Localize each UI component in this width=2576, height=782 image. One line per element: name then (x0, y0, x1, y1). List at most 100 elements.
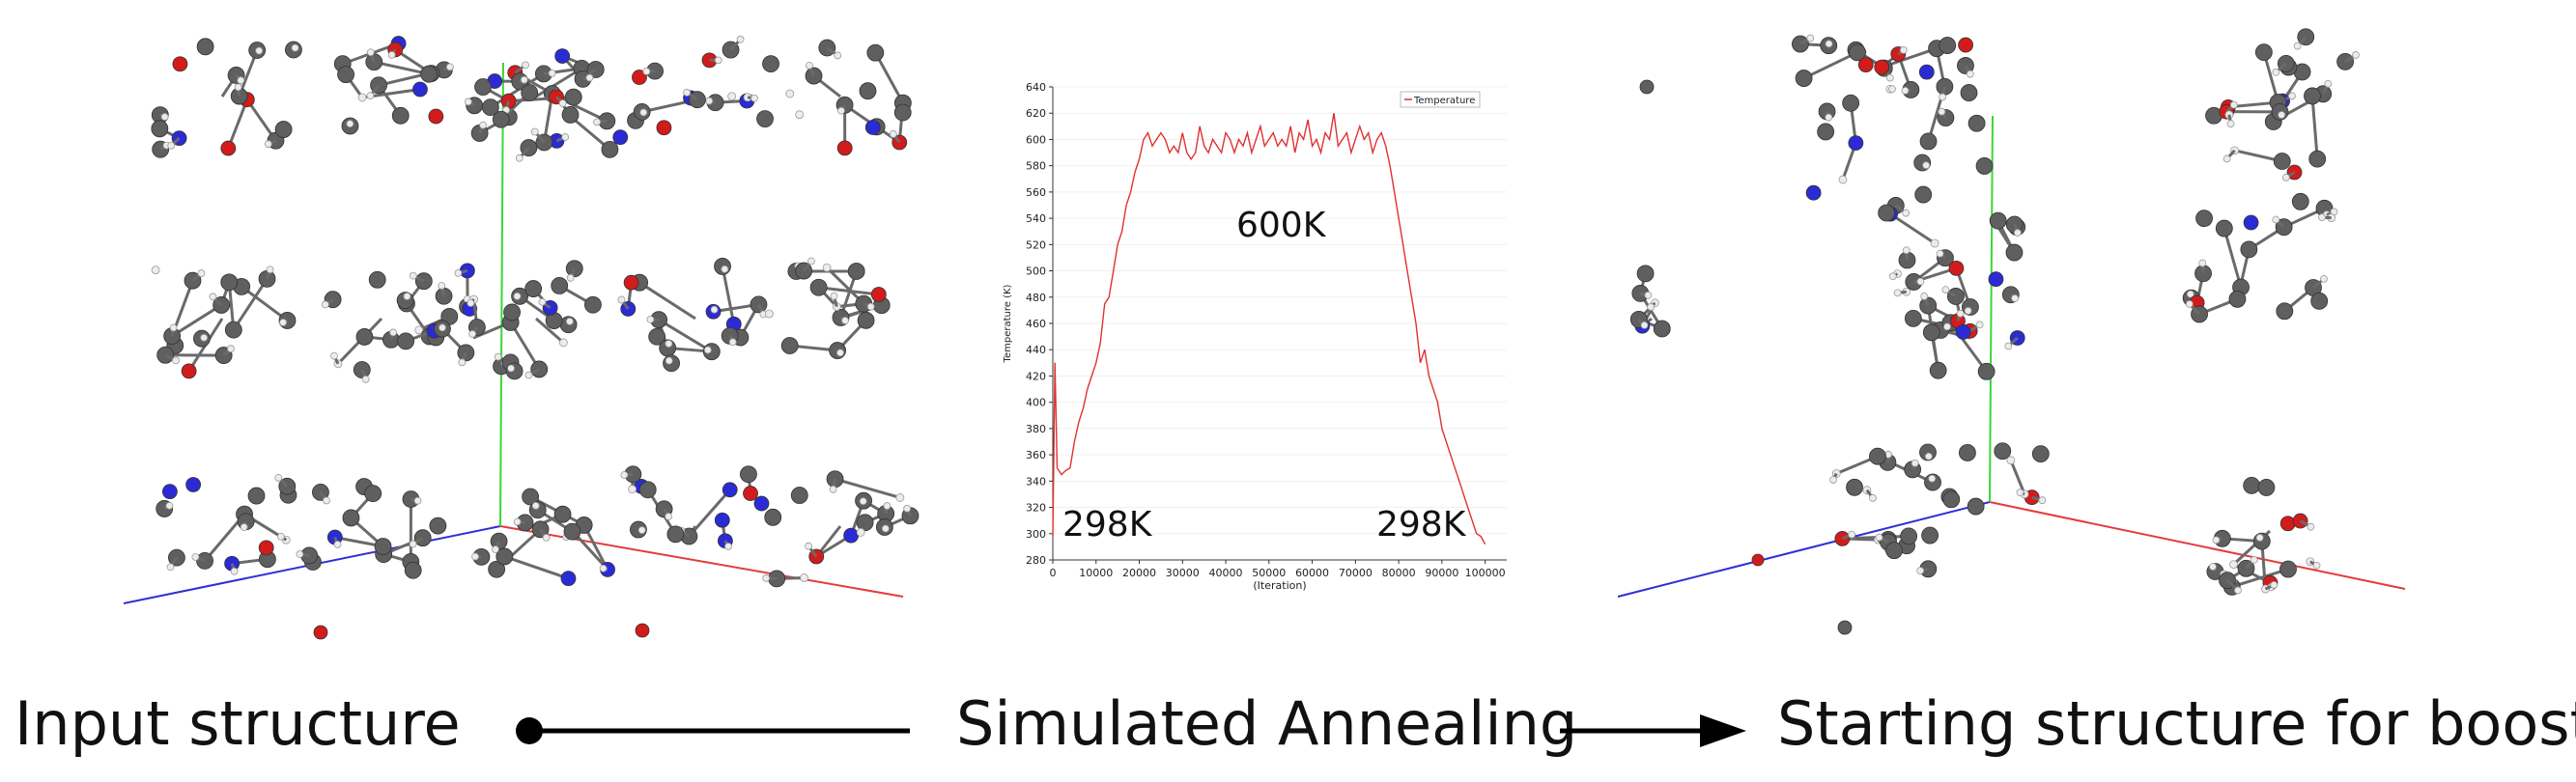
atom (495, 547, 514, 566)
y-tick-label: 460 (1026, 318, 1046, 330)
atom (756, 110, 774, 127)
atom (404, 561, 422, 579)
bond (658, 318, 713, 353)
atom (714, 56, 722, 65)
atom (2257, 479, 2276, 496)
atom (1647, 303, 1656, 311)
atom (323, 496, 330, 505)
atom (522, 61, 529, 70)
atom (368, 270, 386, 289)
atom (551, 276, 569, 294)
x-tick-label: 100000 (1465, 567, 1506, 579)
atom (2212, 536, 2221, 545)
atom (1900, 527, 1918, 545)
atom (646, 315, 655, 323)
z-axis-line (1617, 501, 1991, 598)
atom (542, 533, 551, 542)
atom (864, 120, 881, 135)
atom (220, 273, 239, 292)
atom (366, 92, 375, 99)
atom (494, 352, 502, 361)
atom (728, 338, 737, 347)
atom (809, 278, 828, 296)
temperature-series-line (1052, 113, 1486, 545)
x-tick-label: 90000 (1425, 567, 1458, 579)
atom (247, 487, 266, 505)
atom (1848, 135, 1864, 151)
atom (2243, 214, 2259, 231)
atom (1929, 361, 1947, 379)
atom (1639, 79, 1655, 95)
atom (762, 55, 779, 72)
atom (387, 50, 396, 59)
atom (2291, 192, 2309, 210)
y-tick-label: 560 (1026, 186, 1046, 199)
temperature-chart: 280 300 320 340 360 380 400 420 440 460 480 500 520 5… (1003, 81, 1507, 592)
bond (490, 72, 545, 109)
bond (835, 477, 901, 499)
atom (151, 265, 160, 275)
temperature-annotation: 298K (1062, 505, 1153, 545)
atom (656, 120, 672, 136)
atom (1888, 85, 1896, 94)
atom (428, 108, 444, 125)
atom (2307, 522, 2315, 531)
atom (1825, 40, 1833, 48)
atom (321, 300, 329, 309)
atom (666, 525, 685, 544)
atom (230, 567, 239, 575)
atom (337, 66, 354, 84)
atom (800, 573, 808, 582)
atom (458, 358, 467, 367)
atom (642, 68, 651, 75)
atom (237, 76, 245, 85)
y-tick-label: 540 (1026, 212, 1046, 225)
bond (721, 265, 736, 325)
atom (1885, 542, 1903, 560)
atom (1899, 45, 1908, 54)
y-tick-label: 480 (1026, 292, 1046, 304)
y-axis-line (499, 62, 504, 527)
atom (530, 127, 539, 136)
atom (2228, 290, 2247, 308)
x-tick-label: 20000 (1122, 567, 1156, 579)
atom (714, 512, 730, 528)
atom (355, 328, 374, 346)
y-tick-label: 600 (1026, 133, 1046, 146)
atom (632, 70, 647, 85)
atom (2005, 243, 2024, 262)
atom (561, 106, 580, 124)
atom (191, 553, 200, 561)
y-tick-label: 300 (1026, 528, 1046, 541)
atom (2229, 100, 2238, 109)
atom (2185, 299, 2194, 308)
atom (520, 75, 528, 84)
atom (2310, 292, 2329, 310)
atom (1977, 362, 1996, 380)
atom (160, 113, 169, 121)
atom (1948, 260, 1965, 276)
atom (620, 471, 629, 479)
atom (276, 532, 285, 541)
atom (464, 98, 472, 106)
atom (364, 485, 382, 503)
atom (2318, 213, 2326, 221)
temperature-annotation: 298K (1376, 505, 1467, 545)
atom (296, 550, 304, 558)
bond (2310, 96, 2319, 159)
atom (617, 295, 626, 304)
atom (185, 477, 202, 492)
atom (2288, 92, 2296, 100)
atom (639, 108, 648, 117)
x-tick-label: 80000 (1382, 567, 1416, 579)
bond (241, 285, 289, 322)
atom (234, 83, 242, 92)
atom (724, 543, 732, 550)
atom (856, 528, 865, 537)
atom (628, 485, 637, 494)
atom (313, 625, 328, 640)
atom (780, 337, 799, 354)
atom (196, 38, 214, 56)
y-tick-label: 320 (1026, 502, 1046, 515)
x-tick-label: 60000 (1295, 567, 1329, 579)
